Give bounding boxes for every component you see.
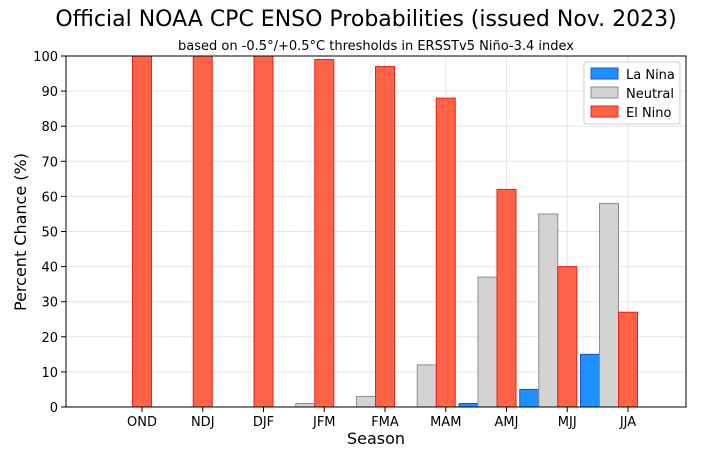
bar-neutral-mam xyxy=(416,364,437,408)
legend-label-la-nina: La Nina xyxy=(626,68,675,83)
bar-el-nino-mam xyxy=(435,97,456,408)
legend-swatch-la-nina xyxy=(590,67,619,80)
y-tick-label: 90 xyxy=(41,85,58,100)
bar-neutral-fma xyxy=(356,395,376,408)
y-tick-label: 30 xyxy=(41,296,58,311)
y-axis-label: Percent Chance (%) xyxy=(11,153,30,311)
bar-el-nino-ndj xyxy=(192,55,213,408)
legend-label-el-nino: El Nino xyxy=(626,106,672,121)
y-tick-label: 40 xyxy=(41,261,58,276)
x-tick-label-ond: OND xyxy=(127,415,157,430)
x-tick-label-mjj: MJJ xyxy=(558,415,577,430)
legend-swatch-el-nino xyxy=(590,105,619,118)
bar-el-nino-mjj xyxy=(557,266,578,408)
bar-neutral-jfm xyxy=(295,402,316,408)
x-tick-label-amj: AMJ xyxy=(495,415,519,430)
bar-neutral-mjj xyxy=(538,213,559,408)
axis-ticks: 0 10 20 30 40 50 60 70 80 90 100 OND NDJ DJF JFM FMA MAM… xyxy=(33,50,636,430)
bar-el-nino-jja xyxy=(618,311,638,408)
chart-title: Official NOAA CPC ENSO Probabilities (is… xyxy=(55,7,676,32)
x-tick-label-ndj: NDJ xyxy=(191,415,215,430)
bar-el-nino-jfm xyxy=(314,59,335,408)
x-tick-label-djf: DJF xyxy=(253,415,274,430)
x-tick-label-jja: JJA xyxy=(619,415,636,430)
bar-neutral-amj xyxy=(477,276,498,408)
y-tick-label: 20 xyxy=(41,331,58,346)
bar-la-nina-mjj xyxy=(519,388,540,408)
bar-el-nino-amj xyxy=(496,188,517,408)
bar-neutral-jja xyxy=(599,202,619,408)
x-tick-label-fma: FMA xyxy=(371,415,399,430)
x-tick-label-jfm: JFM xyxy=(312,415,336,430)
chart-subtitle: based on -0.5°/+0.5°C thresholds in ERSS… xyxy=(178,39,574,54)
y-tick-label: 50 xyxy=(41,226,58,241)
y-tick-label: 10 xyxy=(41,366,58,381)
y-tick-label: 80 xyxy=(41,120,58,135)
bar-la-nina-amj xyxy=(458,402,479,408)
legend: La Nina Neutral El Nino xyxy=(583,61,681,125)
x-axis-label: Season xyxy=(347,429,405,448)
y-tick-label: 100 xyxy=(33,50,58,65)
bar-el-nino-ond xyxy=(132,55,152,408)
x-tick-label-mam: MAM xyxy=(430,415,461,430)
y-tick-label: 70 xyxy=(41,155,58,170)
y-tick-label: 0 xyxy=(50,401,58,416)
legend-swatch-neutral xyxy=(590,86,619,99)
bar-la-nina-jja xyxy=(580,353,600,408)
legend-label-neutral: Neutral xyxy=(626,87,674,102)
y-tick-label: 60 xyxy=(41,190,58,205)
bar-el-nino-djf xyxy=(253,55,274,408)
bar-el-nino-fma xyxy=(375,66,395,408)
